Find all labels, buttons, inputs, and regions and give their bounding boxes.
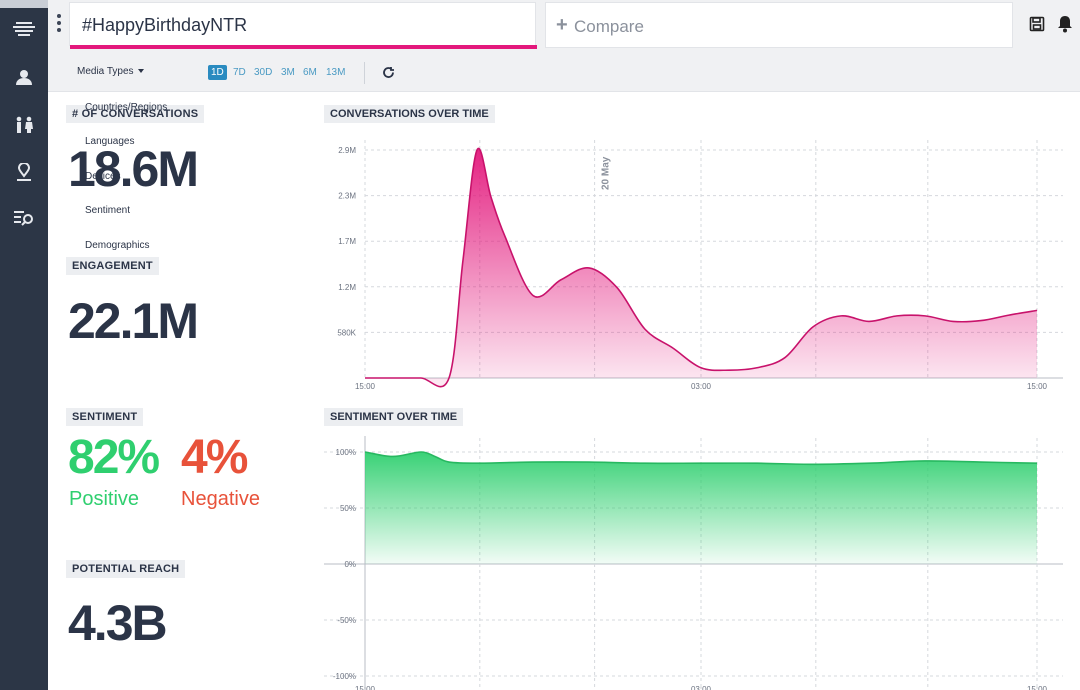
sent-y-tick: -100% — [333, 672, 356, 681]
engagement-label: ENGAGEMENT — [66, 257, 159, 275]
positive-label: Positive — [69, 488, 140, 510]
conv-y-tick: 2.3M — [338, 192, 356, 201]
menu-item-sentiment[interactable]: Sentiment — [85, 205, 131, 216]
conv-x-tick: 15:00 — [355, 382, 376, 391]
range-6m[interactable]: 6M — [303, 67, 317, 78]
reach-label: POTENTIAL REACH — [66, 560, 186, 578]
sent-y-tick: 100% — [336, 448, 356, 457]
conv-y-tick: 580K — [337, 328, 356, 337]
query-text[interactable]: #HappyBirthdayNTR — [82, 15, 248, 35]
range-1d[interactable]: 1D — [208, 65, 227, 80]
stream-icon[interactable] — [12, 17, 36, 41]
menu-item-languages[interactable]: Languages — [85, 136, 135, 147]
media-types-label: Media Types — [77, 66, 134, 77]
kebab-menu-icon[interactable] — [56, 14, 62, 36]
sentiment-label: SENTIMENT — [66, 408, 144, 426]
range-13m[interactable]: 13M — [326, 67, 346, 78]
range-3m[interactable]: 3M — [281, 67, 295, 78]
conversations-label: # OF CONVERSATIONS — [66, 105, 205, 123]
menu-item-countries[interactable]: Countries/Regions — [85, 102, 168, 113]
conv-y-tick: 1.2M — [338, 283, 356, 292]
save-icon[interactable] — [1029, 16, 1045, 32]
sent-y-tick: 50% — [340, 504, 356, 513]
negative-pct: 4% — [181, 431, 248, 484]
negative-label: Negative — [181, 488, 260, 510]
range-7d[interactable]: 7D — [233, 67, 246, 78]
conv-y-tick: 2.9M — [338, 146, 356, 155]
conv-x-tick: 03:00 — [691, 382, 712, 391]
range-30d[interactable]: 30D — [254, 67, 273, 78]
sent-y-tick: -50% — [337, 616, 356, 625]
engagement-value: 22.1M — [68, 293, 199, 349]
toolbar-divider — [364, 62, 365, 84]
sent-x-tick: 15:00 — [355, 685, 376, 690]
conv-x-tick: 15:00 — [1027, 382, 1048, 391]
conversations-chart: 2.9M 2.3M 1.7M 1.2M 580K 15:00 03:00 15:00 20 Ma… — [337, 140, 1063, 391]
conv-annotation: 20 May — [601, 156, 612, 190]
conversations-chart-title: CONVERSATIONS OVER TIME — [324, 105, 495, 123]
query-field[interactable]: #HappyBirthdayNTR — [69, 2, 537, 49]
sent-area — [365, 452, 1037, 564]
plus-icon: + — [556, 14, 568, 36]
compare-button[interactable]: + Compare — [545, 2, 1013, 48]
conv-y-tick: 1.7M — [338, 237, 356, 246]
positive-pct: 82% — [68, 431, 160, 484]
user-icon[interactable] — [12, 65, 36, 89]
sentiment-chart-title: SENTIMENT OVER TIME — [324, 408, 464, 426]
menu-item-devices[interactable]: Devices — [85, 171, 121, 182]
compare-label: Compare — [574, 17, 644, 36]
location-icon[interactable] — [12, 160, 36, 184]
caret-down-icon — [137, 69, 144, 74]
search-list-icon[interactable] — [12, 206, 36, 230]
reach-value: 4.3B — [68, 595, 168, 651]
toolbar — [48, 52, 1080, 92]
sentiment-chart: 100% 50% 0% -50% -100% 15:00 03:00 15:00 — [324, 436, 1063, 690]
refresh-icon[interactable] — [382, 66, 395, 79]
sent-x-tick: 03:00 — [691, 685, 712, 690]
sidebar-top-strip — [0, 0, 48, 8]
sent-x-tick: 15:00 — [1027, 685, 1048, 690]
conversations-value: 18.6M — [68, 141, 199, 197]
conv-area — [365, 148, 1037, 387]
menu-item-demographics[interactable]: Demographics — [85, 240, 150, 251]
media-types-dropdown[interactable]: Media Types — [77, 66, 144, 77]
demographics-icon[interactable] — [12, 113, 36, 137]
sent-y-tick: 0% — [344, 560, 356, 569]
conv-series-line — [364, 147, 1038, 388]
bell-icon[interactable] — [1057, 15, 1073, 33]
sidebar — [0, 0, 48, 690]
sent-series-line — [364, 451, 1038, 466]
query-underline — [70, 45, 537, 49]
